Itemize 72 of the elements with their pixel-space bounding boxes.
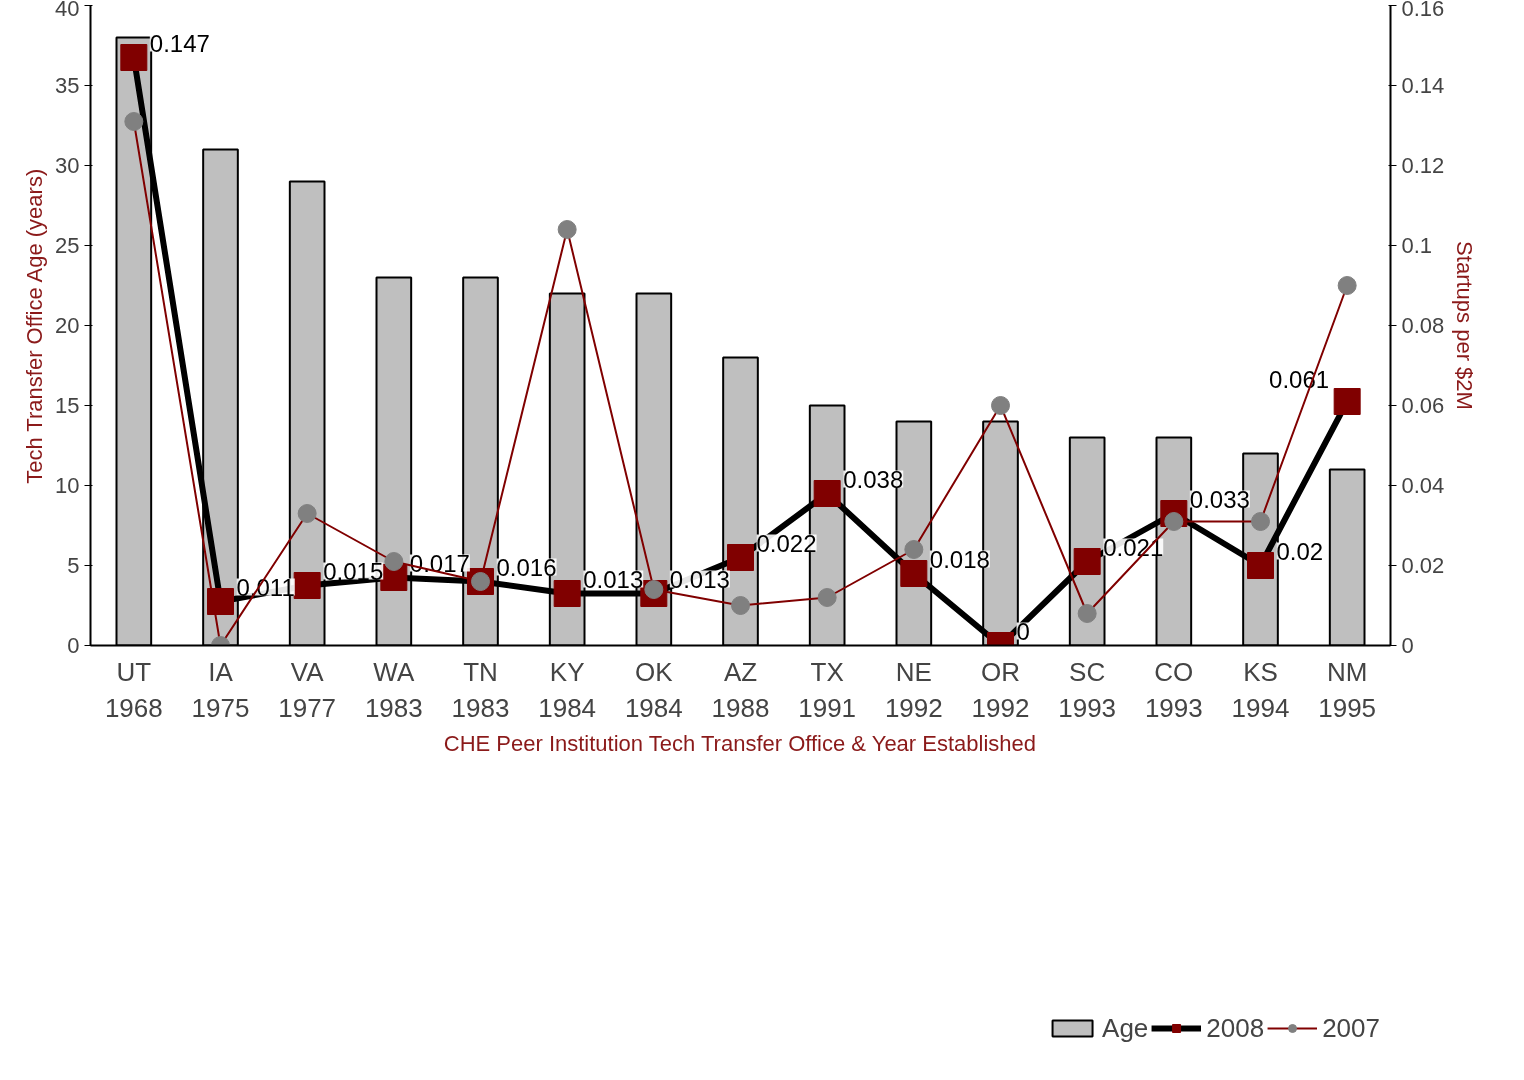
y-tick-label: 5 bbox=[67, 553, 80, 578]
data-label: 0.016 bbox=[496, 553, 557, 581]
legend-label: Age bbox=[1102, 1012, 1149, 1044]
data-label: 0.015 bbox=[323, 557, 384, 585]
data-label: 0.017 bbox=[409, 549, 470, 577]
x-tick-label: CO 1993 bbox=[1144, 656, 1203, 723]
x-tick-label: OR 1992 bbox=[971, 656, 1030, 723]
data-label: 0.02 bbox=[1276, 537, 1324, 565]
data-label: 0.147 bbox=[149, 29, 210, 57]
x-tick-label: KS 1994 bbox=[1231, 656, 1290, 723]
x-tick-label: UT 1968 bbox=[104, 656, 163, 723]
x-tick-label: WA 1983 bbox=[364, 656, 423, 723]
y-tick-label: 25 bbox=[55, 233, 80, 258]
y-tick-label: 35 bbox=[55, 73, 80, 98]
y2-axis-title: Startups per $2M bbox=[1452, 241, 1478, 410]
point bbox=[293, 572, 321, 599]
y-tick-label: 40 bbox=[55, 0, 80, 21]
point bbox=[1077, 604, 1097, 623]
data-label: 0.018 bbox=[929, 545, 990, 573]
x-tick-label: IA 1975 bbox=[191, 656, 250, 723]
point bbox=[120, 44, 148, 71]
data-label: 0.033 bbox=[1189, 485, 1250, 513]
y2-tick-label: 0.04 bbox=[1401, 473, 1445, 498]
x-tick-label: TX 1991 bbox=[798, 656, 857, 723]
point bbox=[817, 588, 837, 607]
point bbox=[124, 112, 144, 131]
y2-tick-label: 0.12 bbox=[1401, 153, 1445, 178]
y-tick-label: 20 bbox=[55, 313, 80, 338]
point bbox=[297, 504, 317, 523]
point bbox=[1073, 548, 1101, 575]
y2-tick-label: 0.02 bbox=[1401, 553, 1445, 578]
point bbox=[1333, 388, 1361, 415]
point bbox=[384, 552, 404, 571]
x-tick-label: SC 1993 bbox=[1058, 656, 1117, 723]
legend-label: 2008 bbox=[1206, 1012, 1265, 1044]
y2-tick-label: 0.08 bbox=[1401, 313, 1445, 338]
data-label: 0 bbox=[1016, 617, 1030, 645]
y2-tick-label: 0.1 bbox=[1401, 233, 1433, 258]
x-tick-label: VA 1977 bbox=[278, 656, 337, 723]
y2-tick-label: 0.14 bbox=[1401, 73, 1445, 98]
y-tick-label: 0 bbox=[67, 633, 80, 658]
x-tick-label: NE 1992 bbox=[884, 656, 943, 723]
point bbox=[553, 580, 581, 607]
point bbox=[991, 396, 1010, 415]
data-label: 0.013 bbox=[669, 565, 730, 593]
x-tick-label: OK 1984 bbox=[624, 656, 683, 723]
y-tick-label: 30 bbox=[55, 153, 80, 178]
x-tick-label: TN 1983 bbox=[451, 656, 510, 723]
point bbox=[1337, 276, 1357, 295]
legend-label: 2007 bbox=[1322, 1012, 1380, 1044]
x-axis-title: CHE Peer Institution Tech Transfer Office & Year Established bbox=[443, 730, 1037, 756]
data-label: 0.038 bbox=[843, 465, 904, 493]
x-tick-label: NM 1995 bbox=[1318, 656, 1377, 723]
data-label: 0.022 bbox=[756, 529, 817, 557]
point bbox=[557, 220, 577, 239]
point bbox=[1251, 512, 1270, 531]
y2-tick-label: 0.06 bbox=[1401, 393, 1445, 418]
data-label: 0.013 bbox=[583, 565, 644, 593]
point bbox=[207, 588, 234, 615]
x-tick-label: AZ 1988 bbox=[711, 656, 770, 723]
y2-tick-label: 0.16 bbox=[1401, 0, 1445, 21]
point bbox=[904, 540, 924, 559]
y-axis-title: Tech Transfer Office Age (years) bbox=[22, 168, 48, 484]
y2-tick-label: 0 bbox=[1401, 633, 1414, 658]
y-tick-label: 15 bbox=[55, 393, 80, 418]
x-tick-label: KY 1984 bbox=[538, 656, 597, 723]
point bbox=[731, 596, 750, 615]
point bbox=[813, 480, 841, 507]
point bbox=[727, 544, 754, 571]
y-tick-label: 10 bbox=[55, 473, 80, 498]
point bbox=[900, 560, 928, 587]
point bbox=[1247, 552, 1274, 579]
